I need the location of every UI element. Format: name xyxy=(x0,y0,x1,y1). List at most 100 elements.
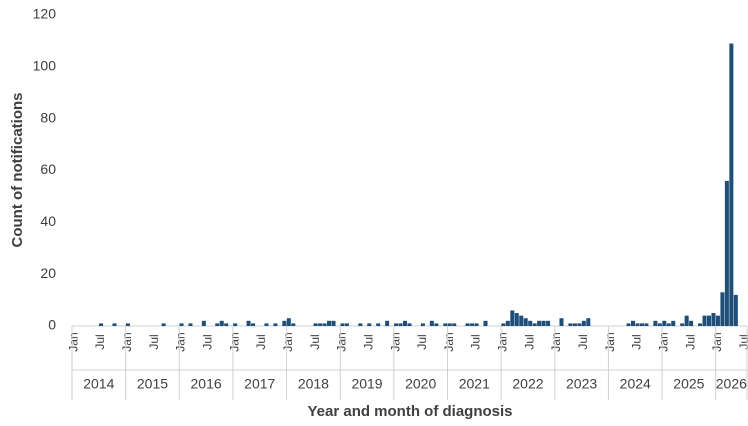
bar xyxy=(331,320,336,326)
y-tick-label: 80 xyxy=(40,109,56,125)
bar xyxy=(470,323,475,326)
bar xyxy=(559,318,564,326)
bar xyxy=(286,318,291,326)
bar xyxy=(251,323,256,326)
bar xyxy=(318,323,323,326)
bar xyxy=(546,320,551,326)
bar xyxy=(322,323,327,326)
bar xyxy=(420,323,425,326)
bar xyxy=(635,323,640,326)
bar xyxy=(385,320,390,326)
x-group-label: 2025 xyxy=(673,376,704,392)
bar xyxy=(125,323,130,326)
x-tick-label: Jul xyxy=(93,334,107,349)
x-tick-label: Jan xyxy=(227,332,241,351)
x-tick-label: Jan xyxy=(120,332,134,351)
bar xyxy=(313,323,318,326)
x-tick-label: Jul xyxy=(737,334,748,349)
x-axis-title: Year and month of diagnosis xyxy=(307,403,512,420)
x-group-label: 2016 xyxy=(191,376,222,392)
bar xyxy=(474,323,479,326)
bar xyxy=(201,320,206,326)
x-group-label: 2017 xyxy=(244,376,275,392)
bar xyxy=(429,320,434,326)
bar xyxy=(639,323,644,326)
bar xyxy=(715,315,720,326)
x-tick-label: Jul xyxy=(522,334,536,349)
bar xyxy=(452,323,457,326)
bar xyxy=(99,323,104,326)
bar xyxy=(532,323,537,326)
bar xyxy=(246,320,251,326)
x-tick-label: Jan xyxy=(710,332,724,351)
bar xyxy=(443,323,448,326)
bar xyxy=(729,43,734,327)
bar xyxy=(577,323,582,326)
bar xyxy=(224,323,229,326)
bar xyxy=(376,323,381,326)
bar xyxy=(724,180,729,326)
x-tick-label: Jan xyxy=(442,332,456,351)
bar xyxy=(483,320,488,326)
bar xyxy=(581,320,586,326)
bar xyxy=(657,323,662,326)
x-group-label: 2014 xyxy=(83,376,114,392)
x-tick-label: Jan xyxy=(388,332,402,351)
x-group-label: 2021 xyxy=(459,376,490,392)
x-tick-label: Jul xyxy=(576,334,590,349)
bar xyxy=(394,323,399,326)
bar xyxy=(344,323,349,326)
bar xyxy=(447,323,452,326)
y-tick-label: 0 xyxy=(48,317,56,333)
bar xyxy=(711,313,716,326)
bar xyxy=(233,323,238,326)
bar xyxy=(523,318,528,326)
bar xyxy=(161,323,166,326)
bar xyxy=(514,313,519,326)
bar xyxy=(720,292,725,326)
bar xyxy=(407,323,412,326)
bar xyxy=(434,323,439,326)
bar xyxy=(510,310,515,326)
bar xyxy=(671,320,676,326)
y-axis-title: Count of notifications xyxy=(9,93,26,248)
bar xyxy=(702,315,707,326)
x-tick-label: Jan xyxy=(281,332,295,351)
bar xyxy=(706,315,712,326)
bar xyxy=(586,318,591,326)
y-tick-label: 60 xyxy=(40,161,56,177)
bar xyxy=(662,320,667,326)
bar xyxy=(644,323,649,326)
x-group-label: 2018 xyxy=(298,376,329,392)
x-tick-label: Jan xyxy=(66,332,80,351)
bar xyxy=(179,323,184,326)
x-tick-label: Jul xyxy=(415,334,429,349)
bar xyxy=(684,315,689,326)
bar xyxy=(219,320,224,326)
x-tick-label: Jul xyxy=(308,334,322,349)
bar xyxy=(653,320,658,326)
x-tick-label: Jan xyxy=(335,332,349,351)
x-tick-label: Jul xyxy=(254,334,268,349)
x-group-label: 2026 xyxy=(716,376,747,392)
bar xyxy=(698,323,703,326)
bar xyxy=(689,320,694,326)
bar xyxy=(215,323,220,326)
bar xyxy=(358,323,363,326)
bar xyxy=(505,320,510,326)
bar xyxy=(501,323,506,326)
x-tick-label: Jan xyxy=(603,332,617,351)
bar xyxy=(188,323,193,326)
y-tick-label: 20 xyxy=(40,265,56,281)
x-tick-label: Jul xyxy=(147,334,161,349)
x-tick-label: Jul xyxy=(630,334,644,349)
x-group-label: 2015 xyxy=(137,376,168,392)
bar xyxy=(398,323,403,326)
x-tick-label: Jan xyxy=(549,332,563,351)
bar xyxy=(367,323,372,326)
bar xyxy=(519,315,524,326)
x-group-label: 2022 xyxy=(512,376,543,392)
bar xyxy=(537,320,542,326)
bar xyxy=(528,320,533,326)
